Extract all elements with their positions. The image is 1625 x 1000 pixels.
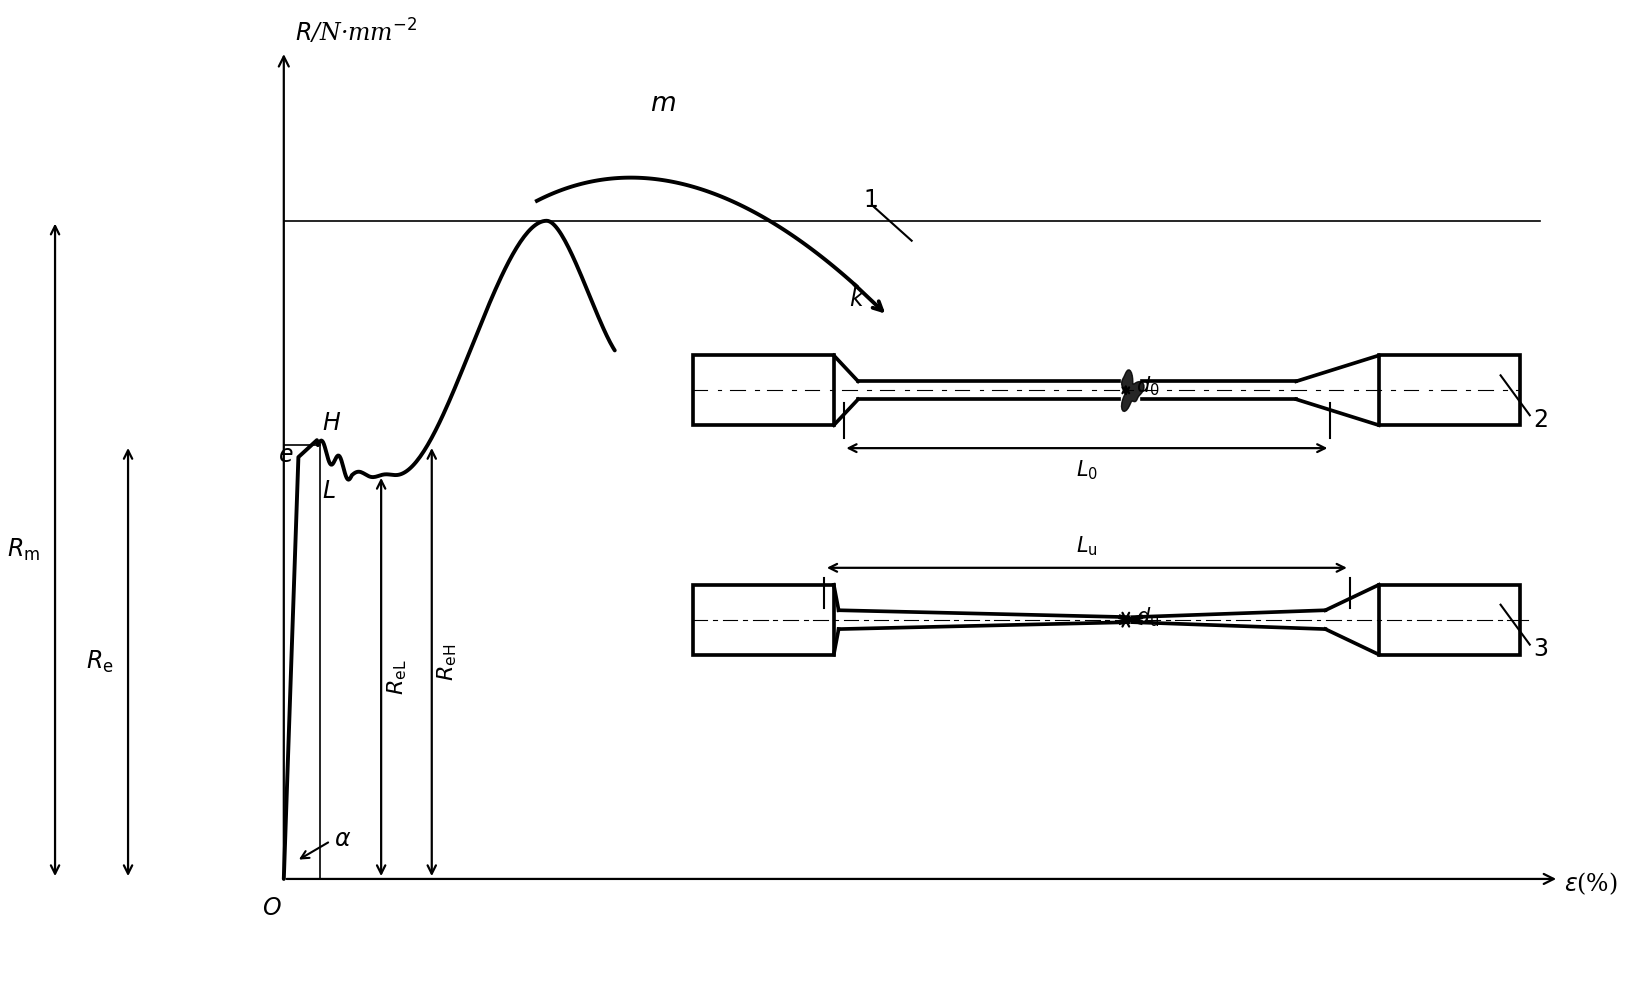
Bar xyxy=(692,585,834,655)
Text: $R_\mathrm{eH}$: $R_\mathrm{eH}$ xyxy=(436,643,460,681)
Text: $3$: $3$ xyxy=(1532,638,1549,661)
Text: $m$: $m$ xyxy=(650,91,676,116)
Text: $1$: $1$ xyxy=(863,189,878,212)
Text: $O$: $O$ xyxy=(262,897,283,920)
Text: $k$: $k$ xyxy=(850,288,866,311)
Text: $R_\mathrm{m}$: $R_\mathrm{m}$ xyxy=(8,537,41,563)
Bar xyxy=(1380,585,1519,655)
Text: $L_\mathrm{u}$: $L_\mathrm{u}$ xyxy=(1076,534,1097,558)
Text: $d_0$: $d_0$ xyxy=(1136,375,1159,398)
Text: $R_\mathrm{e}$: $R_\mathrm{e}$ xyxy=(86,649,114,675)
Bar xyxy=(1380,355,1519,425)
Text: $\alpha$: $\alpha$ xyxy=(335,828,351,851)
Text: $L$: $L$ xyxy=(322,480,335,503)
Text: $R$/N·mm$^{-2}$: $R$/N·mm$^{-2}$ xyxy=(296,17,418,46)
Bar xyxy=(692,355,834,425)
Text: $\varepsilon$(%): $\varepsilon$(%) xyxy=(1563,871,1617,897)
Text: $L_0$: $L_0$ xyxy=(1076,458,1098,482)
Text: $H$: $H$ xyxy=(322,412,341,435)
Text: $e$: $e$ xyxy=(278,444,294,467)
Text: $R_\mathrm{eL}$: $R_\mathrm{eL}$ xyxy=(385,659,408,695)
Text: $2$: $2$ xyxy=(1532,409,1547,432)
Polygon shape xyxy=(1121,370,1144,411)
Text: $d_\mathrm{u}$: $d_\mathrm{u}$ xyxy=(1136,606,1159,629)
